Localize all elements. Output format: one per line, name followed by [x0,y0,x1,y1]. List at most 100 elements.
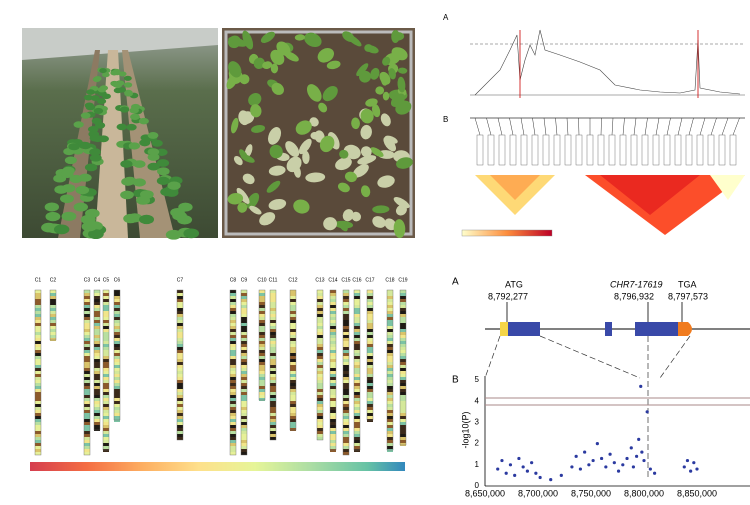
plant [85,208,100,218]
x-tick-label: 8,800,000 [624,488,664,498]
density-band [400,311,406,314]
snp-point [574,454,578,458]
density-band [270,428,276,431]
seedling [253,57,265,70]
density-band [230,422,236,425]
chromosome-label: C4 [94,277,101,283]
chromosome-label: C13 [315,277,324,283]
density-band [84,416,90,419]
seedling [268,198,287,210]
density-band [103,404,109,407]
density-band [354,311,360,314]
ld-connector [486,117,492,136]
plant [156,176,170,185]
density-band [330,392,336,395]
density-band [114,404,120,407]
density-band [230,335,236,338]
plant [110,70,119,76]
density-band [241,413,247,416]
density-band [367,308,373,311]
density-band [84,341,90,344]
density-band [317,380,323,383]
density-band [230,290,236,293]
density-band [330,341,336,344]
density-band [400,326,406,329]
density-band [343,317,349,320]
snp-box [608,134,616,166]
plant [113,82,123,88]
density-band [35,419,41,422]
ld-connector [578,117,580,136]
density-band [177,326,183,329]
density-band [387,293,393,296]
density-band [354,407,360,410]
density-band [343,449,349,452]
density-band [367,419,373,422]
seedling [302,150,310,165]
density-band [343,446,349,449]
density-band [230,419,236,422]
plant [68,143,80,151]
density-band [343,431,349,434]
density-band [114,419,120,422]
density-band [354,341,360,344]
snp-point [689,469,693,473]
density-band [241,293,247,296]
density-band [230,389,236,392]
density-band [241,341,247,344]
density-band [317,332,323,335]
density-band [330,350,336,353]
ld-connector [677,117,683,136]
density-band [241,335,247,338]
density-band [103,449,109,452]
chromosome-outline [269,289,277,441]
density-band [35,302,41,305]
density-band [35,371,41,374]
plant [129,107,139,114]
density-band [387,428,393,431]
seedling [295,120,312,135]
density-band [241,368,247,371]
density-band [35,392,41,395]
seedling [269,144,283,159]
density-band [84,395,90,398]
density-band [400,404,406,407]
density-band [84,326,90,329]
density-band [354,413,360,416]
density-band [230,359,236,362]
density-band [290,374,296,377]
density-band [290,296,296,299]
density-band [177,347,183,350]
density-band [387,386,393,389]
plant [60,170,74,179]
density-band [290,383,296,386]
density-band [94,398,100,401]
density-band [230,401,236,404]
density-band [400,443,406,446]
density-band [387,404,393,407]
density-band [354,374,360,377]
density-band [343,302,349,305]
density-band [270,374,276,377]
seedling [262,61,273,69]
density-band [35,308,41,311]
plant [147,131,159,139]
density-band [103,401,109,404]
snp-point [634,454,639,458]
density-band [400,380,406,383]
chromosome-label: C9 [241,277,248,283]
density-band [230,380,236,383]
density-band [343,404,349,407]
density-band [354,437,360,440]
seedling [246,192,260,209]
density-band [94,410,100,413]
density-band [103,395,109,398]
density-band [103,341,109,344]
snp-point [692,461,696,465]
density-band [230,311,236,314]
chromosome-outline [342,289,350,456]
density-band [84,434,90,437]
density-band [400,410,406,413]
density-band [354,320,360,323]
plant [121,177,135,186]
